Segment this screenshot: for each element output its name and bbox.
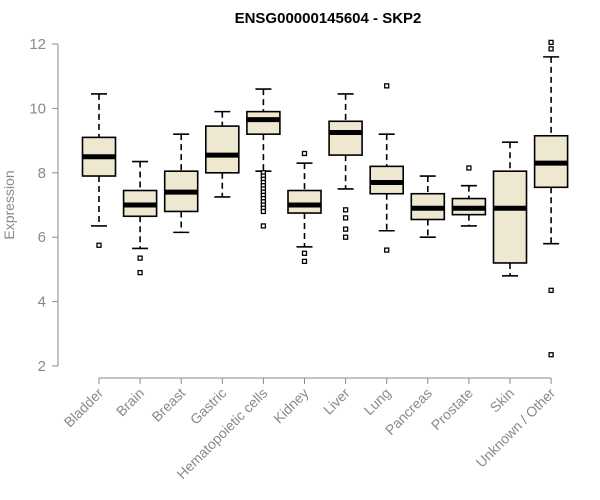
box-group bbox=[163, 133, 199, 234]
x-tick-label: Brain bbox=[113, 385, 147, 419]
box-iqr bbox=[246, 110, 281, 135]
y-axis: 2 4 6 8 10 12 bbox=[29, 36, 59, 375]
box-group bbox=[328, 93, 363, 240]
outlier-point bbox=[260, 208, 267, 215]
x-tick-label: Liver bbox=[320, 385, 353, 418]
y-axis-label: Expression bbox=[1, 170, 17, 239]
outlier-point bbox=[342, 226, 349, 232]
outlier-point bbox=[342, 234, 349, 240]
x-tick-label: Prostate bbox=[428, 385, 476, 433]
x-tick-label: Breast bbox=[148, 385, 188, 425]
outlier-point bbox=[137, 269, 143, 276]
chart-title: ENSG00000145604 - SKP2 bbox=[235, 10, 422, 27]
box-group bbox=[287, 150, 322, 265]
box-iqr bbox=[205, 125, 240, 174]
box-group bbox=[81, 93, 117, 248]
box-group bbox=[533, 39, 569, 358]
y-tick-label: 6 bbox=[38, 229, 46, 246]
box-group bbox=[122, 160, 158, 276]
x-tick-label: Bladder bbox=[61, 385, 107, 431]
y-tick-label: 10 bbox=[29, 100, 46, 117]
box-group bbox=[492, 141, 528, 277]
outlier-point bbox=[301, 250, 308, 256]
outlier-point bbox=[548, 352, 554, 358]
box-group bbox=[205, 110, 240, 198]
y-tick-label: 2 bbox=[38, 358, 46, 375]
box-iqr bbox=[492, 170, 528, 264]
outlier-point bbox=[548, 39, 554, 46]
outlier-point bbox=[384, 83, 390, 89]
box-iqr bbox=[328, 120, 363, 156]
outlier-point bbox=[301, 150, 308, 157]
x-tick-label: Lung bbox=[360, 385, 393, 418]
y-tick-label: 4 bbox=[38, 294, 46, 311]
outlier-point bbox=[137, 255, 143, 261]
box-group bbox=[246, 88, 281, 229]
y-tick-label: 8 bbox=[38, 165, 46, 182]
outlier-point bbox=[260, 223, 267, 229]
box-group bbox=[410, 175, 446, 238]
y-tick-label: 12 bbox=[29, 36, 46, 53]
box-group bbox=[451, 165, 487, 227]
outlier-point bbox=[466, 165, 472, 171]
outlier-point bbox=[384, 247, 390, 253]
box-group bbox=[369, 83, 405, 253]
outlier-point bbox=[548, 287, 554, 293]
x-tick-label: Kidney bbox=[270, 385, 312, 427]
outlier-point bbox=[342, 207, 349, 213]
outlier-point bbox=[548, 46, 554, 52]
box-series bbox=[81, 39, 569, 358]
outlier-point bbox=[96, 242, 102, 248]
outlier-point bbox=[301, 258, 308, 265]
x-tick-label: Skin bbox=[487, 385, 518, 416]
outlier-point bbox=[342, 215, 349, 221]
box-iqr bbox=[287, 189, 322, 214]
